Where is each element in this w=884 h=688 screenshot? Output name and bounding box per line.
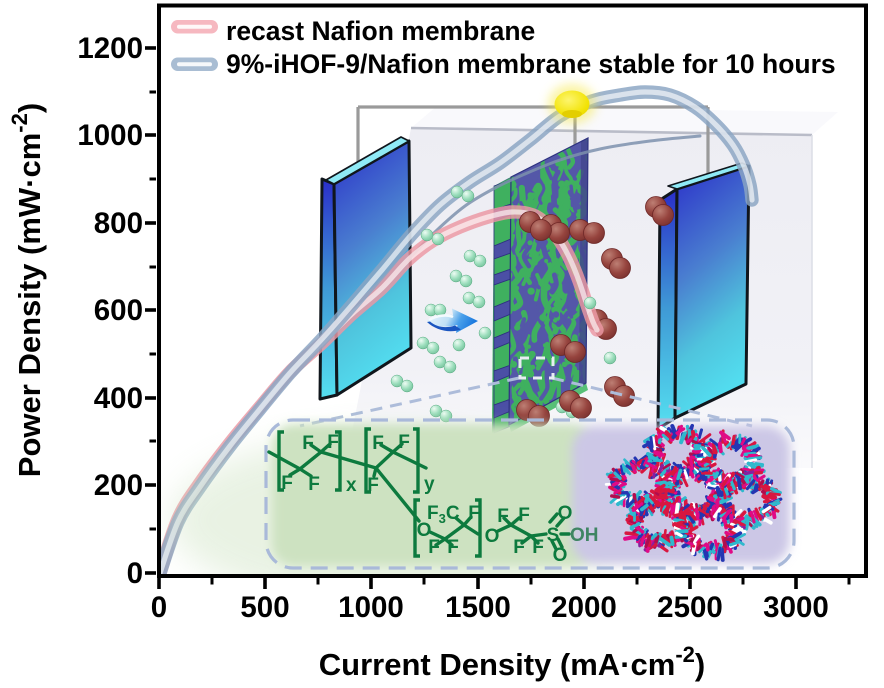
svg-text:F3C: F3C <box>427 503 460 526</box>
svg-text:recast Nafion membrane: recast Nafion membrane <box>226 16 535 46</box>
svg-text:400: 400 <box>94 382 143 415</box>
svg-text:800: 800 <box>94 207 143 240</box>
svg-text:OH: OH <box>570 525 599 546</box>
svg-text:O: O <box>553 545 568 566</box>
svg-text:F: F <box>518 505 530 526</box>
svg-text:F: F <box>532 537 544 558</box>
svg-text:2500: 2500 <box>657 591 723 624</box>
svg-text:0: 0 <box>127 557 143 590</box>
svg-text:600: 600 <box>94 294 143 327</box>
svg-text:F: F <box>308 474 320 495</box>
svg-text:200: 200 <box>94 469 143 502</box>
svg-text:x: x <box>346 475 357 496</box>
svg-text:1000: 1000 <box>338 591 404 624</box>
svg-text:F: F <box>497 506 509 527</box>
svg-text:F: F <box>398 432 410 453</box>
svg-text:2000: 2000 <box>551 591 617 624</box>
svg-text:3000: 3000 <box>763 591 829 624</box>
svg-text:F: F <box>513 537 525 558</box>
svg-text:1000: 1000 <box>77 119 143 152</box>
svg-text:y: y <box>424 474 435 495</box>
svg-text:1200: 1200 <box>77 32 143 65</box>
svg-text:F: F <box>302 433 314 454</box>
svg-text:S: S <box>547 525 560 546</box>
svg-text:O: O <box>485 526 500 547</box>
svg-text:F: F <box>447 537 459 558</box>
svg-text:500: 500 <box>240 591 289 624</box>
svg-text:O: O <box>558 503 573 524</box>
svg-text:1500: 1500 <box>445 591 511 624</box>
svg-text:F: F <box>367 475 379 496</box>
svg-text:F: F <box>281 473 293 494</box>
svg-text:Power Density (mW·cm-2): Power Density (mW·cm-2) <box>7 103 47 477</box>
svg-text:Current Density (mA·cm-2): Current Density (mA·cm-2) <box>319 642 705 682</box>
svg-text:F: F <box>428 537 440 558</box>
svg-text:F: F <box>372 433 384 454</box>
svg-text:O: O <box>417 520 432 541</box>
svg-text:0: 0 <box>151 591 167 624</box>
svg-text:9%-iHOF-9/Nafion membrane stab: 9%-iHOF-9/Nafion membrane stable for 10 … <box>226 49 836 79</box>
svg-text:F: F <box>327 432 339 453</box>
svg-text:F: F <box>468 503 480 524</box>
